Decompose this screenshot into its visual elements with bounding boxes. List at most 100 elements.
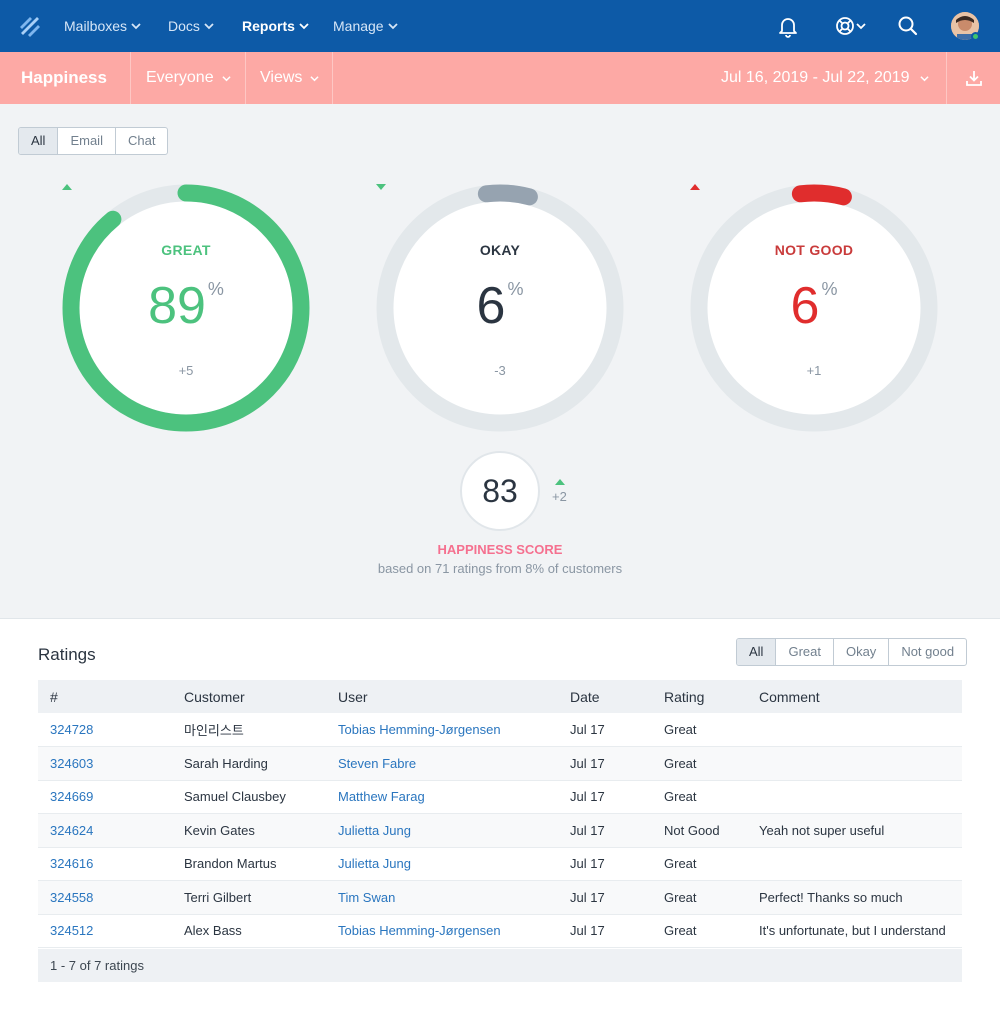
- rating-comment: [747, 746, 962, 781]
- rating-value: Great: [652, 746, 747, 781]
- conversation-id-link[interactable]: 324603: [38, 746, 172, 781]
- user-link[interactable]: Tim Swan: [326, 880, 558, 915]
- column-header-user[interactable]: User: [326, 680, 558, 713]
- gauge-not-good-progress-arc: [690, 184, 938, 432]
- user-link[interactable]: Steven Fabre: [326, 746, 558, 781]
- chevron-down-icon: [387, 23, 398, 30]
- table-row[interactable]: 324624 Kevin Gates Julietta Jung Jul 17 …: [38, 813, 962, 848]
- nav-mailboxes-label: Mailboxes: [64, 18, 128, 34]
- rating-date: Jul 17: [558, 914, 652, 948]
- gauge-great-delta: +5: [178, 363, 194, 378]
- nav-reports[interactable]: Reports: [242, 0, 309, 52]
- channel-filter: All Email Chat: [18, 127, 169, 155]
- nav-docs-label: Docs: [168, 18, 200, 34]
- customer-name: Kevin Gates: [172, 813, 326, 848]
- divider: [332, 52, 333, 104]
- column-header-number[interactable]: #: [38, 680, 172, 713]
- customer-name: Samuel Clausbey: [172, 780, 326, 814]
- customer-name: Brandon Martus: [172, 847, 326, 881]
- rating-filter-okay[interactable]: Okay: [832, 639, 888, 665]
- table-row[interactable]: 324603 Sarah Harding Steven Fabre Jul 17…: [38, 746, 962, 781]
- conversation-id-link[interactable]: 324558: [38, 880, 172, 915]
- chevron-down-icon: [204, 23, 214, 30]
- column-header-comment[interactable]: Comment: [747, 680, 962, 713]
- table-row[interactable]: 324558 Terri Gilbert Tim Swan Jul 17 Gre…: [38, 880, 962, 915]
- views-dropdown[interactable]: Views: [260, 52, 319, 104]
- customer-name: Terri Gilbert: [172, 880, 326, 915]
- table-row[interactable]: 324728 마인리스트 Tobias Hemming-Jørgensen Ju…: [38, 713, 962, 747]
- helpscout-logo-icon[interactable]: [18, 13, 42, 39]
- rating-date: Jul 17: [558, 813, 652, 848]
- gauge-okay-unit: %: [507, 279, 524, 299]
- customer-name: 마인리스트: [172, 713, 326, 747]
- user-link[interactable]: Tobias Hemming-Jørgensen: [326, 914, 558, 948]
- gauge-not-good-unit: %: [821, 279, 838, 299]
- download-icon[interactable]: [964, 68, 984, 88]
- gauge-okay-progress-arc: [376, 184, 624, 432]
- trend-up-icon: [62, 184, 72, 190]
- user-link[interactable]: Julietta Jung: [326, 847, 558, 881]
- gauge-great-unit: %: [207, 279, 224, 299]
- happiness-score-label: HAPPINESS SCORE: [437, 542, 563, 557]
- conversation-id-link[interactable]: 324616: [38, 847, 172, 881]
- conversation-id-link[interactable]: 324512: [38, 914, 172, 948]
- trend-up-icon: [690, 184, 700, 190]
- happiness-score-subtitle: based on 71 ratings from 8% of customers: [377, 561, 623, 576]
- table-row[interactable]: 324669 Samuel Clausbey Matthew Farag Jul…: [38, 780, 962, 814]
- user-link[interactable]: Matthew Farag: [326, 780, 558, 814]
- ratings-table: # Customer User Date Rating Comment 3247…: [38, 680, 962, 948]
- gauge-okay-value: 6%: [376, 276, 624, 336]
- rating-filter-great[interactable]: Great: [775, 639, 833, 665]
- gauge-not-good-label: NOT GOOD: [774, 242, 854, 258]
- rating-filter-not-good[interactable]: Not good: [888, 639, 966, 665]
- ratings-title: Ratings: [38, 645, 96, 664]
- column-header-date[interactable]: Date: [558, 680, 652, 713]
- bell-icon[interactable]: [776, 14, 800, 38]
- online-status-indicator: [971, 32, 980, 41]
- nav-manage[interactable]: Manage: [333, 0, 398, 52]
- channel-filter-all[interactable]: All: [19, 128, 58, 154]
- rating-filter: All Great Okay Not good: [736, 638, 968, 666]
- happiness-score-value: 83: [460, 451, 540, 531]
- gauge-great-progress-arc: [62, 184, 310, 432]
- search-icon[interactable]: [896, 14, 920, 38]
- date-range-label: Jul 16, 2019 - Jul 22, 2019: [721, 69, 910, 86]
- gauge-great-label: GREAT: [161, 242, 211, 258]
- chevron-down-icon: [299, 23, 309, 30]
- date-range-picker[interactable]: Jul 16, 2019 - Jul 22, 2019: [721, 52, 929, 104]
- rating-date: Jul 17: [558, 780, 652, 814]
- nav-manage-label: Manage: [333, 18, 384, 34]
- conversation-id-link[interactable]: 324624: [38, 813, 172, 848]
- rating-value: Great: [652, 780, 747, 814]
- help-lifebuoy-icon[interactable]: [834, 14, 868, 38]
- rating-value: Great: [652, 880, 747, 915]
- nav-mailboxes[interactable]: Mailboxes: [64, 0, 141, 52]
- table-row[interactable]: 324512 Alex Bass Tobias Hemming-Jørgense…: [38, 914, 962, 948]
- gauge-okay-label: OKAY: [479, 242, 521, 258]
- chevron-down-icon: [310, 75, 319, 81]
- gauge-okay-number: 6: [476, 277, 506, 335]
- gauge-great: GREAT 89% +5: [62, 184, 310, 432]
- chevron-down-icon: [131, 23, 141, 30]
- table-row[interactable]: 324616 Brandon Martus Julietta Jung Jul …: [38, 847, 962, 881]
- filter-everyone-dropdown[interactable]: Everyone: [146, 52, 231, 104]
- gauge-ring: [690, 184, 938, 432]
- channel-filter-chat[interactable]: Chat: [114, 128, 167, 154]
- user-link[interactable]: Tobias Hemming-Jørgensen: [326, 713, 558, 747]
- chevron-down-icon: [919, 75, 929, 81]
- rating-date: Jul 17: [558, 746, 652, 781]
- table-header-row: # Customer User Date Rating Comment: [38, 680, 962, 713]
- customer-name: Sarah Harding: [172, 746, 326, 781]
- user-link[interactable]: Julietta Jung: [326, 813, 558, 848]
- column-header-rating[interactable]: Rating: [652, 680, 747, 713]
- nav-docs[interactable]: Docs: [168, 0, 214, 52]
- trend-up-icon: [555, 479, 565, 485]
- column-header-customer[interactable]: Customer: [172, 680, 326, 713]
- conversation-id-link[interactable]: 324728: [38, 713, 172, 747]
- channel-filter-email[interactable]: Email: [57, 128, 115, 154]
- gauge-not-good-delta: +1: [806, 363, 822, 378]
- rating-filter-all[interactable]: All: [737, 639, 776, 665]
- conversation-id-link[interactable]: 324669: [38, 780, 172, 814]
- rating-value: Great: [652, 713, 747, 747]
- gauge-great-value: 89%: [62, 276, 310, 336]
